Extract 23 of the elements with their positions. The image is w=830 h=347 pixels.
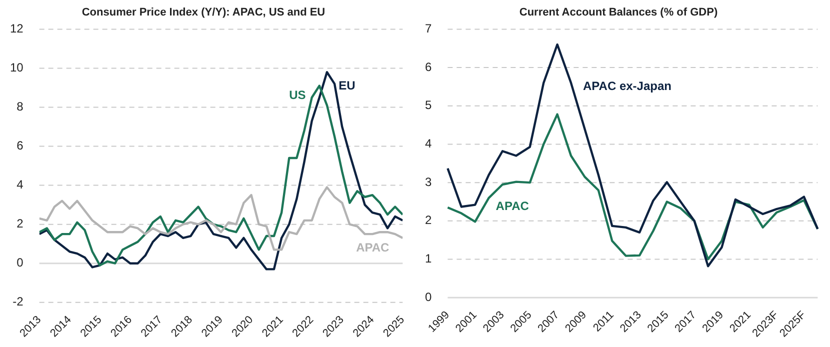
y-tick-label: 6 <box>424 60 432 74</box>
y-tick-label: 4 <box>424 136 432 151</box>
series-label: US <box>289 88 306 102</box>
y-tick-label: -2 <box>12 294 24 309</box>
y-tick-label: 6 <box>16 138 24 153</box>
y-tick-label: 2 <box>16 216 24 231</box>
y-tick-label: 12 <box>10 22 24 36</box>
chart-title: Consumer Price Index (Y/Y): APAC, US and EU <box>82 6 326 19</box>
y-tick-label: 7 <box>424 22 432 36</box>
y-tick-label: 10 <box>10 60 24 75</box>
y-tick-label: 1 <box>424 252 432 266</box>
y-tick-label: 3 <box>424 174 432 189</box>
series-label: APAC <box>356 240 390 254</box>
y-tick-label: 2 <box>424 213 432 228</box>
series-label: EU <box>338 78 356 92</box>
chart-title: Current Account Balances (% of GDP) <box>519 6 718 19</box>
y-tick-label: 5 <box>424 98 432 112</box>
y-tick-label: 4 <box>16 178 24 192</box>
y-tick-label: 8 <box>16 100 24 114</box>
series-label: APAC <box>496 199 530 214</box>
y-tick-label: 0 <box>424 290 432 304</box>
y-tick-label: 0 <box>16 256 24 270</box>
series-label: APAC ex-Japan <box>583 79 672 94</box>
